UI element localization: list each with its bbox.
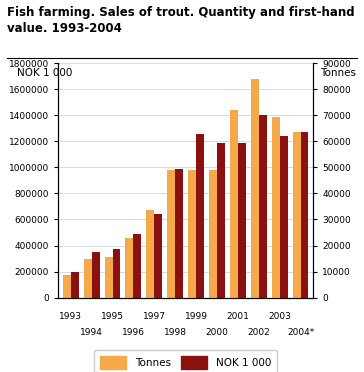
Bar (280, 136, 288, 298)
Bar (209, 170, 217, 298)
Text: 1999: 1999 (185, 312, 207, 321)
Bar (196, 134, 204, 298)
Text: NOK 1 000: NOK 1 000 (17, 68, 73, 78)
Text: 1996: 1996 (122, 328, 145, 337)
Text: 2000: 2000 (206, 328, 228, 337)
Text: 1998: 1998 (164, 328, 187, 337)
Bar (104, 257, 112, 298)
Bar (230, 110, 238, 298)
Bar (92, 252, 100, 298)
Bar (251, 79, 259, 298)
Bar (126, 238, 134, 298)
Text: 2004*: 2004* (287, 328, 314, 337)
Bar (134, 234, 141, 298)
Text: 1997: 1997 (143, 312, 166, 321)
Bar (71, 272, 79, 298)
Bar (112, 249, 120, 298)
Bar (154, 214, 162, 298)
Bar (259, 115, 267, 298)
Bar (272, 117, 280, 298)
Text: 2001: 2001 (226, 312, 249, 321)
Bar (188, 170, 196, 298)
Text: Fish farming. Sales of trout. Quantity and first-hand
value. 1993-2004: Fish farming. Sales of trout. Quantity a… (7, 6, 355, 35)
Legend: Tonnes, NOK 1 000: Tonnes, NOK 1 000 (94, 350, 277, 372)
Bar (146, 210, 154, 298)
Text: 1994: 1994 (80, 328, 103, 337)
Bar (217, 143, 225, 298)
Bar (175, 169, 183, 298)
Bar (301, 132, 308, 298)
Bar (84, 259, 92, 298)
Bar (293, 132, 301, 298)
Text: 2003: 2003 (268, 312, 291, 321)
Bar (238, 143, 246, 298)
Bar (167, 170, 175, 298)
Text: 1993: 1993 (59, 312, 82, 321)
Text: Tonnes: Tonnes (320, 68, 356, 78)
Text: 1995: 1995 (101, 312, 124, 321)
Bar (63, 275, 71, 298)
Text: 2002: 2002 (248, 328, 270, 337)
